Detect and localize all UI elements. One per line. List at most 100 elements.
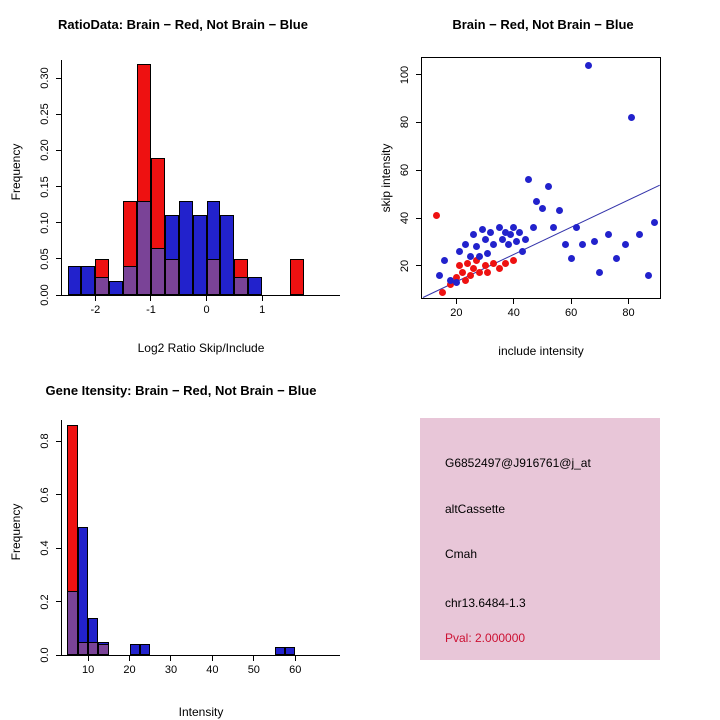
genome-location-text: chr13.6484-1.3: [445, 596, 526, 610]
x-tick-mark: [455, 299, 457, 304]
scatter-point-not-brain: [550, 224, 558, 232]
x-tick-label: 40: [507, 307, 520, 319]
y-tick-label: 0.30: [39, 67, 51, 89]
x-tick-mark: [87, 656, 89, 661]
scatter-point-not-brain: [441, 257, 449, 265]
y-tick-mark: [56, 149, 61, 151]
y-tick-mark: [56, 113, 61, 115]
ratio-histogram-title: RatioData: Brain − Red, Not Brain − Blue: [58, 17, 308, 32]
scatter-point-not-brain: [447, 276, 455, 284]
scatter-point-brain: [484, 269, 492, 277]
histogram-bar: [109, 280, 124, 295]
scatter-point-brain: [455, 262, 463, 270]
y-tick-label: 0.05: [39, 248, 51, 270]
scatter-point-not-brain: [510, 224, 518, 232]
scatter-point-not-brain: [481, 235, 489, 243]
scatter-point-not-brain: [556, 207, 564, 215]
gene-histogram-x-axis-label: Intensity: [178, 705, 224, 719]
scatter-point-not-brain: [461, 240, 469, 248]
y-tick-label: 0.8: [39, 433, 51, 450]
y-tick-mark: [56, 222, 61, 224]
histogram-bar-overlap: [137, 201, 151, 295]
y-tick-label: 0.00: [39, 284, 51, 306]
scatter-point-not-brain: [636, 231, 644, 239]
panel-intensity-scatter: Brain − Red, Not Brain − Blue skip inten…: [360, 0, 720, 360]
histogram-bar: [192, 215, 207, 295]
x-tick-mark: [253, 656, 255, 661]
scatter-point-brain: [510, 257, 518, 265]
x-tick-label: 20: [123, 664, 136, 676]
x-tick-label: -1: [146, 304, 156, 316]
scatter-point-not-brain: [627, 114, 635, 122]
panel-ratio-histogram: RatioData: Brain − Red, Not Brain − Blue…: [0, 0, 360, 360]
histogram-bar: [274, 646, 285, 655]
scatter-point-not-brain: [604, 231, 612, 239]
y-tick-label: 80: [399, 116, 411, 129]
y-axis-line: [61, 420, 62, 656]
scatter-point-not-brain: [561, 240, 569, 248]
histogram-bar-overlap: [67, 590, 78, 655]
x-tick-label: 0: [203, 304, 210, 316]
scatter-point-not-brain: [472, 243, 480, 251]
x-tick-label: 50: [247, 664, 260, 676]
y-tick-label: 0.4: [39, 540, 51, 556]
y-tick-mark: [56, 547, 61, 549]
scatter-point-not-brain: [470, 231, 478, 239]
gene-histogram-y-axis-label: Frequency: [9, 503, 23, 561]
histogram-bar-overlap: [234, 276, 249, 295]
x-axis-line: [61, 295, 340, 296]
y-tick-mark: [56, 186, 61, 188]
histogram-bar-overlap: [123, 266, 138, 295]
x-tick-label: 60: [564, 307, 578, 319]
histogram-bar: [284, 646, 296, 655]
x-tick-label: 20: [450, 307, 463, 319]
scatter-point-not-brain: [650, 219, 658, 227]
histogram-bar: [77, 526, 89, 655]
histogram-bar-overlap: [164, 258, 179, 295]
pvalue-text: Pval: 2.000000: [445, 631, 526, 645]
y-tick-label: 100: [399, 65, 411, 84]
scatter-plot-area: 20 40 60 80 20 40 60 80 100: [399, 57, 661, 319]
scatter-point-brain: [495, 264, 503, 272]
x-tick-mark: [261, 296, 263, 301]
gene-histogram-plot-area: 10 20 30 40 50 60 0.0 0.2 0.4 0.6 0.8: [39, 420, 340, 676]
splice-event-type-text: altCassette: [445, 502, 506, 516]
scatter-point-not-brain: [544, 183, 552, 191]
scatter-point-brain: [470, 264, 478, 272]
x-tick-label: 1: [259, 304, 266, 316]
x-axis-line: [61, 655, 340, 656]
histogram-bar: [139, 644, 151, 655]
ratio-histogram-y-axis-label: Frequency: [9, 143, 23, 201]
scatter-point-not-brain: [513, 238, 521, 246]
y-tick-label: 0.10: [39, 211, 51, 234]
scatter-point-not-brain: [452, 278, 460, 286]
histogram-bar-overlap: [150, 248, 165, 295]
scatter-point-brain: [438, 288, 446, 296]
histogram-bar: [67, 266, 82, 295]
x-tick-mark: [94, 296, 96, 301]
y-tick-mark: [416, 265, 421, 267]
histogram-bar-overlap: [77, 641, 89, 655]
scatter-point-brain: [472, 257, 480, 265]
y-tick-mark: [56, 494, 61, 496]
scatter-point-brain: [452, 274, 460, 282]
scatter-point-not-brain: [645, 271, 653, 279]
scatter-point-brain: [461, 276, 469, 284]
scatter-point-not-brain: [518, 247, 526, 255]
scatter-point-not-brain: [435, 271, 443, 279]
scatter-point-not-brain: [613, 255, 621, 263]
y-tick-mark: [56, 654, 61, 656]
histogram-bar: [129, 644, 140, 655]
scatter-point-brain: [464, 259, 472, 267]
scatter-point-brain: [501, 259, 509, 267]
probe-id-text: G6852497@J916761@j_at: [445, 456, 591, 470]
gene-info-box: G6852497@J916761@j_at altCassette Cmah c…: [420, 418, 660, 660]
x-tick-mark: [206, 296, 208, 301]
scatter-x-axis-label: include intensity: [498, 344, 584, 358]
y-tick-label: 0.20: [39, 139, 51, 162]
y-tick-mark: [56, 440, 61, 442]
histogram-bar: [289, 258, 304, 295]
histogram-bar: [248, 276, 263, 295]
y-axis-line: [61, 60, 62, 296]
